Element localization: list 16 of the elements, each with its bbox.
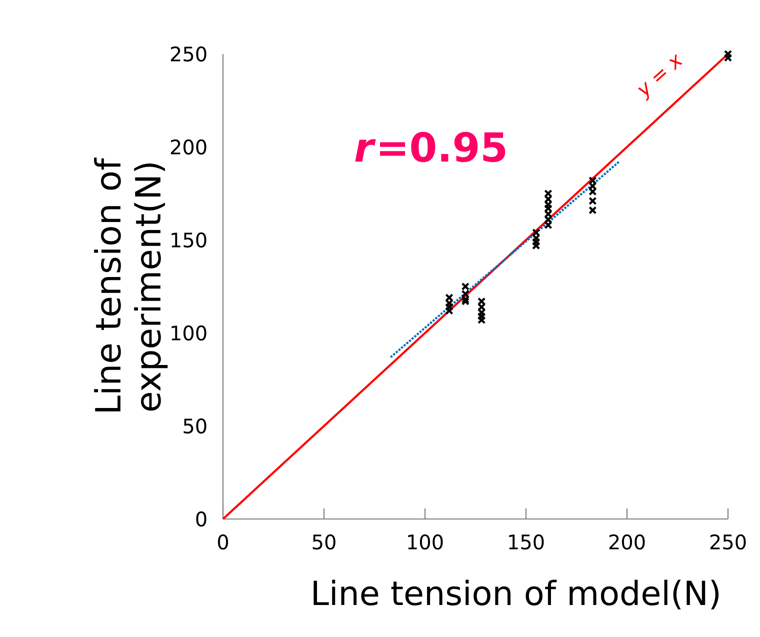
x-tick-label: 150 [509, 534, 544, 550]
y-tick-label: 250 [170, 46, 206, 62]
x-tick-label: 50 [312, 534, 336, 550]
y-tick-label: 100 [172, 325, 206, 341]
x-tick-label: 0 [218, 534, 228, 550]
y-tick-label: 150 [172, 232, 206, 248]
annotation: r=0.95 [355, 132, 506, 162]
y-tick-label: 50 [184, 418, 206, 434]
y-tick-label: 0 [196, 511, 206, 527]
x-tick-label: 250 [710, 534, 746, 550]
y-axis-title: Line tension of experiment(N) [94, 158, 168, 412]
x-axis-title: Line tension of model(N) [314, 580, 719, 610]
x-tick-label: 100 [408, 534, 443, 550]
y-tick-label: 200 [170, 139, 206, 155]
x-tick-label: 200 [609, 534, 645, 550]
annotation: y = x [638, 54, 682, 102]
